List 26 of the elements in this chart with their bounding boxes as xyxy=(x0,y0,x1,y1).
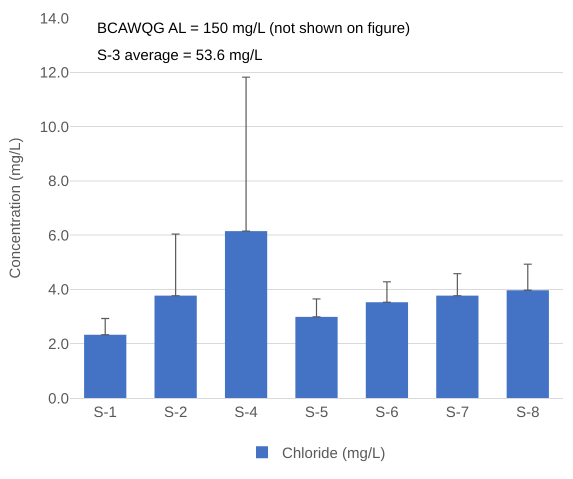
x-tick-label: S-8 xyxy=(516,404,540,421)
bar xyxy=(366,302,408,398)
bar xyxy=(506,290,549,398)
annotation: S-3 average = 53.6 mg/L xyxy=(97,47,263,64)
x-tick-label: S-6 xyxy=(375,404,399,421)
y-tick-label: 12.0 xyxy=(40,64,69,82)
legend-label: Chloride (mg/L) xyxy=(282,445,386,462)
y-tick-label: 0.0 xyxy=(48,390,69,408)
bar xyxy=(84,334,126,398)
bar xyxy=(436,296,478,398)
x-tick-label: S-1 xyxy=(94,404,117,421)
y-tick-label: 10.0 xyxy=(40,118,69,136)
y-tick-label: 4.0 xyxy=(48,282,69,299)
y-tick-label: 6.0 xyxy=(48,227,69,244)
x-tick-label: S-5 xyxy=(304,404,328,421)
annotation: BCAWQG AL = 150 mg/L (not shown on figure) xyxy=(97,20,410,37)
bar xyxy=(224,231,268,398)
y-tick-label: 14.0 xyxy=(40,10,69,28)
x-tick-label: S-7 xyxy=(446,404,470,421)
bar xyxy=(154,296,197,398)
bar xyxy=(295,316,338,398)
y-tick-label: 2.0 xyxy=(48,336,69,353)
y-tick-label: 8.0 xyxy=(48,173,69,190)
x-tick-label: S-4 xyxy=(234,404,258,421)
x-tick-label: S-2 xyxy=(164,404,188,421)
y-axis-title: Concentration (mg/L) xyxy=(7,138,24,278)
